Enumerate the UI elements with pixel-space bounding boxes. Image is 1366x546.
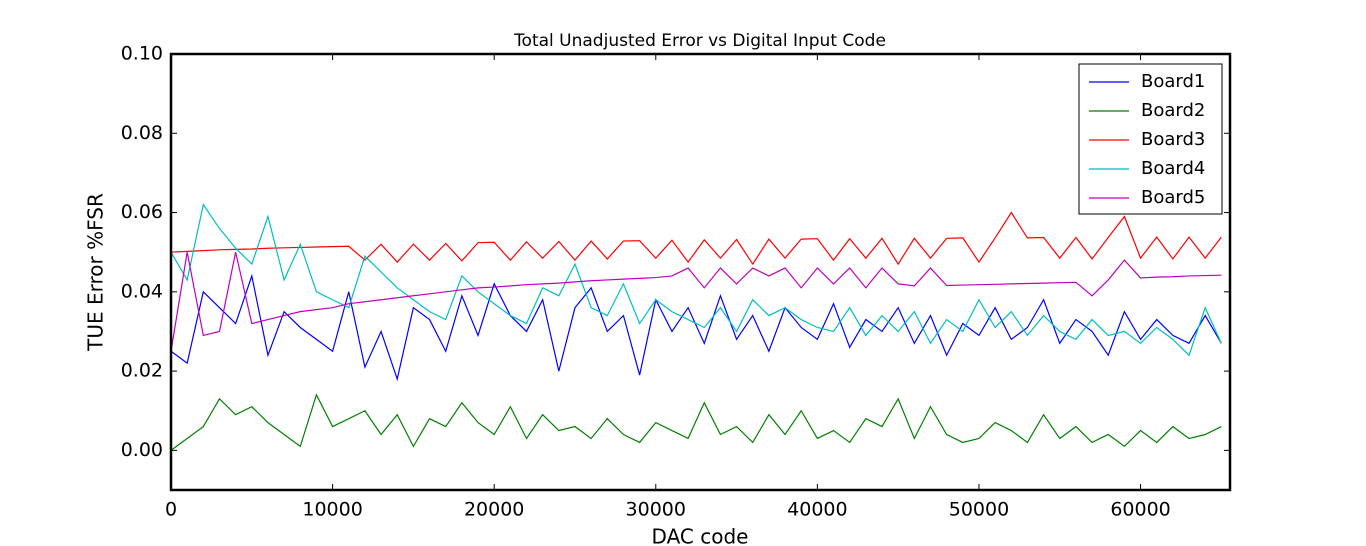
x-tick-label: 50000 (949, 499, 1009, 521)
plot-frame (169, 52, 1232, 492)
chart-title: Total Unadjusted Error vs Digital Input … (513, 31, 886, 51)
x-tick-label: 10000 (302, 499, 362, 521)
data-line (170, 273, 1222, 382)
y-tick-label: 0.08 (121, 122, 163, 144)
x-tick-label: 60000 (1110, 499, 1170, 521)
legend-label: Board3 (1141, 129, 1205, 150)
y-tick-label: 0.04 (121, 280, 163, 302)
x-tick-label: 40000 (787, 499, 847, 521)
legend-label: Board1 (1141, 71, 1205, 92)
x-tick-label: 20000 (464, 499, 524, 521)
legend-box (1078, 63, 1223, 215)
x-tick-label: 0 (165, 499, 177, 521)
y-axis-label: TUE Error %FSR (84, 193, 108, 352)
data-line (170, 252, 1222, 352)
legend-label: Board5 (1141, 187, 1205, 208)
data-line (170, 211, 1222, 266)
y-tick-label: 0.00 (121, 439, 163, 461)
y-tick-label: 0.10 (121, 43, 163, 65)
y-tick-label: 0.02 (121, 360, 163, 382)
x-tick-label: 30000 (626, 499, 686, 521)
legend: Board1 Board2 Board3 Board4 Board5 (1078, 63, 1223, 215)
data-line (170, 203, 1222, 357)
data-line (170, 393, 1222, 451)
legend-label: Board4 (1141, 158, 1205, 179)
legend-label: Board2 (1141, 100, 1205, 121)
x-axis-label: DAC code (652, 525, 749, 546)
y-tick-label: 0.06 (121, 201, 163, 223)
